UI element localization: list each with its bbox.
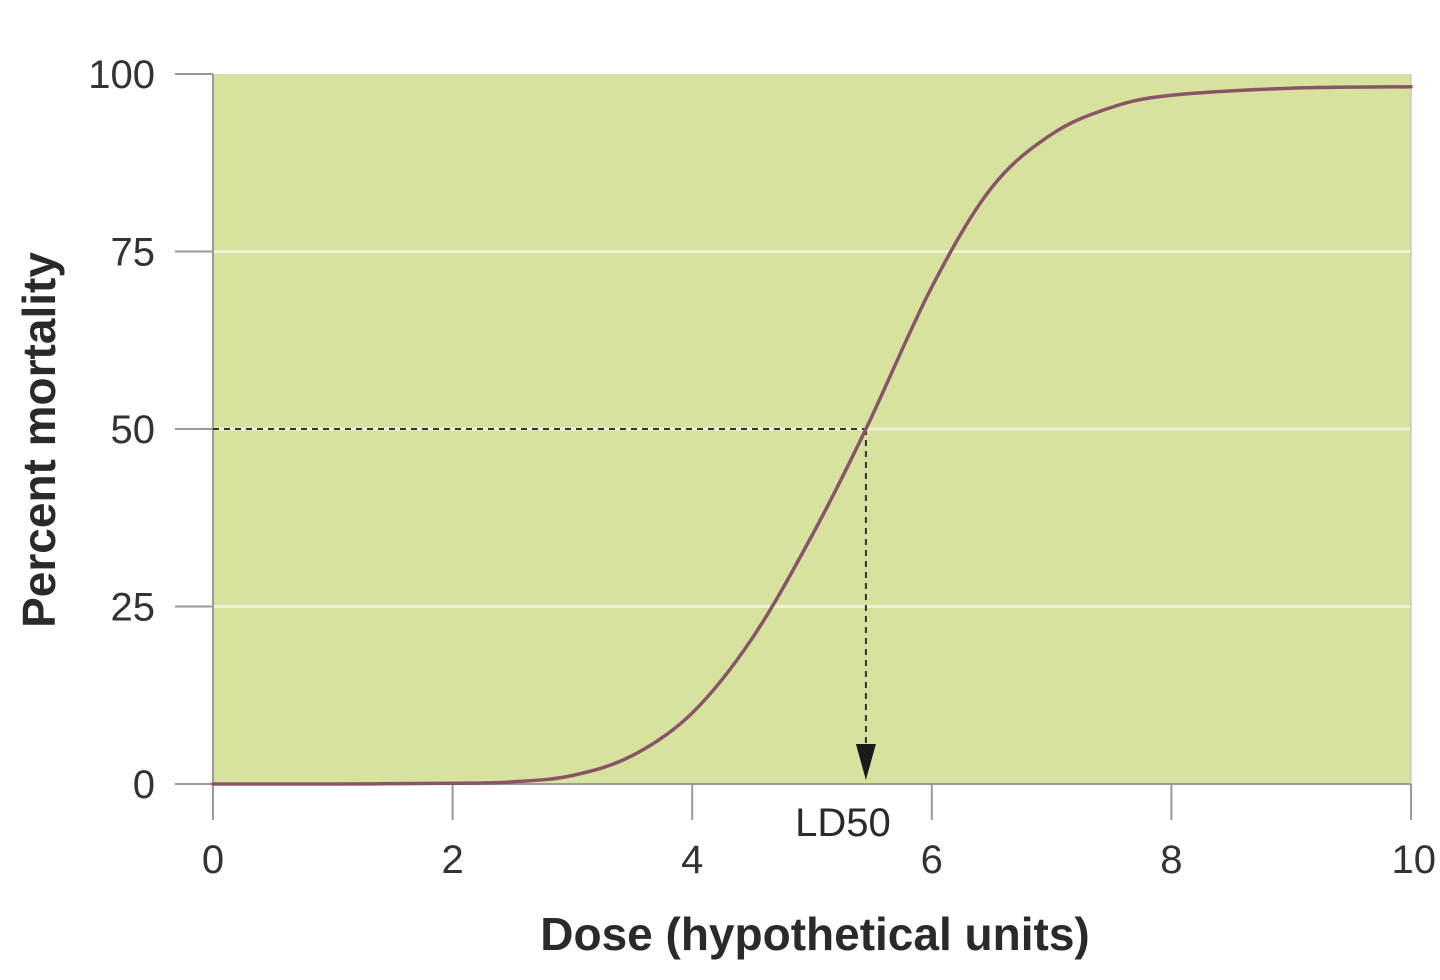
x-tick-label-10: 10 [1392,838,1437,882]
x-tick-label-4: 4 [681,838,703,882]
ld50-arrowhead [855,744,876,780]
y-axis-ticks: 0 25 50 75 100 [88,53,213,807]
series-line-0 [211,85,1413,786]
y-tick-label-25: 25 [111,586,156,630]
ld50-guides [213,428,876,780]
x-tick-label-6: 6 [921,838,943,882]
y-tick-label-75: 75 [111,231,156,275]
x-axis-ticks: 0 2 4 6 8 10 [202,784,1436,882]
ld50-label: LD50 [795,801,891,845]
x-axis-title: Dose (hypothetical units) [540,908,1089,960]
y-tick-label-100: 100 [88,53,155,97]
x-tick-label-8: 8 [1160,838,1182,882]
y-axis-title: Percent mortality [13,252,65,628]
y-tick-label-50: 50 [111,408,156,452]
y-tick-label-0: 0 [133,763,155,807]
series-layer [211,85,1413,786]
x-tick-label-2: 2 [441,838,463,882]
x-tick-label-0: 0 [202,838,224,882]
